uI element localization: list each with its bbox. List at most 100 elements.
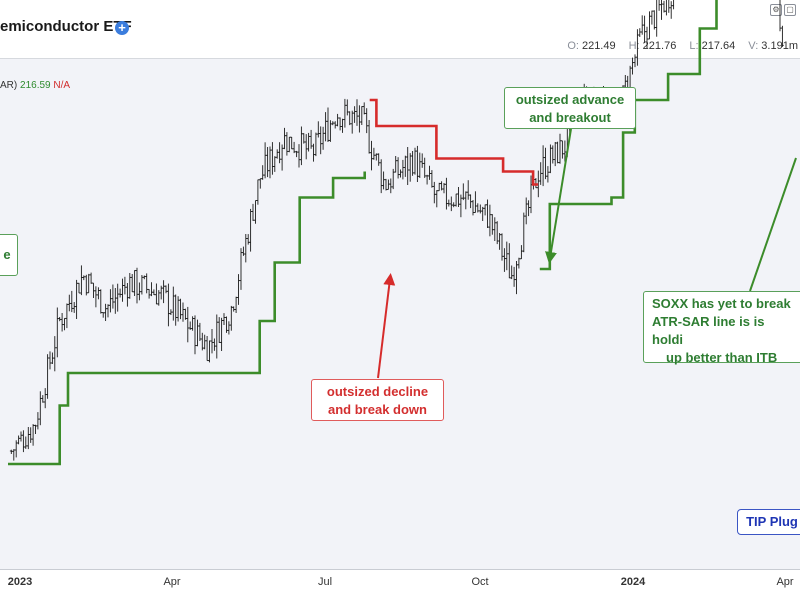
price-bar <box>326 107 330 142</box>
window-icon[interactable]: ▢ <box>784 4 796 16</box>
price-bar <box>665 0 667 16</box>
price-bar <box>225 316 228 333</box>
price-bar <box>17 435 20 445</box>
price-bar <box>539 162 543 185</box>
price-bar <box>413 147 417 175</box>
price-bar <box>553 142 557 167</box>
price-bar <box>123 276 127 295</box>
price-bar <box>418 152 422 178</box>
price-bar <box>128 273 132 299</box>
price-bar <box>239 248 243 290</box>
add-plus-icon[interactable]: + <box>115 21 129 35</box>
advance-annotation-box: outsized advance and breakout <box>504 87 636 129</box>
price-bar <box>440 181 443 191</box>
x-tick-jul: Jul <box>317 576 333 588</box>
price-bar <box>655 0 658 37</box>
price-bar <box>336 113 339 127</box>
price-bar <box>507 243 511 279</box>
price-bar <box>556 141 559 164</box>
price-bar <box>273 156 277 172</box>
price-bar <box>67 294 71 312</box>
price-bar <box>171 286 175 321</box>
price-bar <box>215 314 219 359</box>
price-bar <box>483 204 487 216</box>
left-annotation-box: e <box>0 234 18 276</box>
price-bar <box>246 234 250 245</box>
price-bar <box>394 156 398 173</box>
price-bar <box>55 307 59 358</box>
price-bar <box>111 284 115 309</box>
price-bar <box>31 424 35 446</box>
price-bar <box>319 126 323 155</box>
price-bar <box>242 246 245 256</box>
price-bar <box>152 289 156 296</box>
price-bar <box>193 315 197 355</box>
price-bar <box>36 412 40 430</box>
price-bar <box>490 214 494 235</box>
price-bar <box>34 424 37 434</box>
price-bar <box>329 120 332 142</box>
price-bar <box>372 147 376 160</box>
price-bar <box>471 200 475 216</box>
price-bar <box>58 317 62 322</box>
price-bar <box>645 26 649 48</box>
price-bar <box>77 282 81 294</box>
price-bar <box>222 313 226 325</box>
price-bar <box>217 317 221 343</box>
price-bar <box>345 99 349 116</box>
price-bar <box>669 1 673 19</box>
price-bar <box>159 285 163 300</box>
price-bar <box>360 106 364 125</box>
price-bar <box>459 194 463 218</box>
price-bar <box>668 0 671 13</box>
price-bar <box>495 221 499 245</box>
price-bar <box>652 10 656 30</box>
price-bar <box>150 282 153 297</box>
low-value: 217.64 <box>701 40 736 52</box>
price-bar <box>290 136 294 150</box>
price-bar <box>316 121 320 138</box>
price-bar <box>321 126 325 150</box>
decline-line-2: and break down <box>328 402 427 417</box>
price-bar <box>104 303 107 321</box>
price-bar <box>338 117 342 131</box>
price-bar <box>48 351 52 370</box>
price-bar <box>447 199 451 207</box>
price-bar <box>203 334 207 350</box>
price-bar <box>370 140 373 171</box>
price-bar <box>287 136 291 153</box>
price-bar <box>515 261 518 295</box>
price-bar <box>53 336 57 372</box>
settings-icon[interactable]: ⚙ <box>770 4 782 16</box>
price-bar <box>200 332 204 351</box>
price-bar <box>210 329 214 354</box>
price-bar <box>145 273 149 294</box>
price-bar <box>498 233 501 250</box>
price-bar <box>97 287 100 300</box>
price-bar <box>65 303 69 329</box>
price-bar <box>503 248 506 272</box>
price-bar <box>517 257 521 269</box>
price-bar <box>118 288 122 298</box>
price-bar <box>43 388 47 409</box>
soxx-arrow <box>749 157 797 292</box>
price-bar <box>389 178 393 194</box>
price-bar <box>341 118 344 133</box>
chart-title: emiconductor ETF <box>0 18 132 35</box>
price-bar <box>302 133 306 144</box>
price-bar <box>374 153 378 161</box>
price-bar <box>92 282 95 298</box>
price-bar <box>72 302 76 313</box>
price-bar <box>534 178 538 189</box>
price-bar <box>121 278 124 302</box>
price-bar <box>474 191 477 213</box>
price-bar <box>411 151 414 176</box>
price-bar <box>244 234 248 263</box>
price-bar <box>135 267 139 304</box>
price-bar <box>176 296 180 322</box>
price-bar <box>500 233 504 261</box>
price-bar <box>84 274 88 296</box>
price-bar <box>213 338 216 351</box>
price-bar <box>198 322 202 341</box>
tip-plugin-badge[interactable]: TIP Plug <box>737 509 800 535</box>
